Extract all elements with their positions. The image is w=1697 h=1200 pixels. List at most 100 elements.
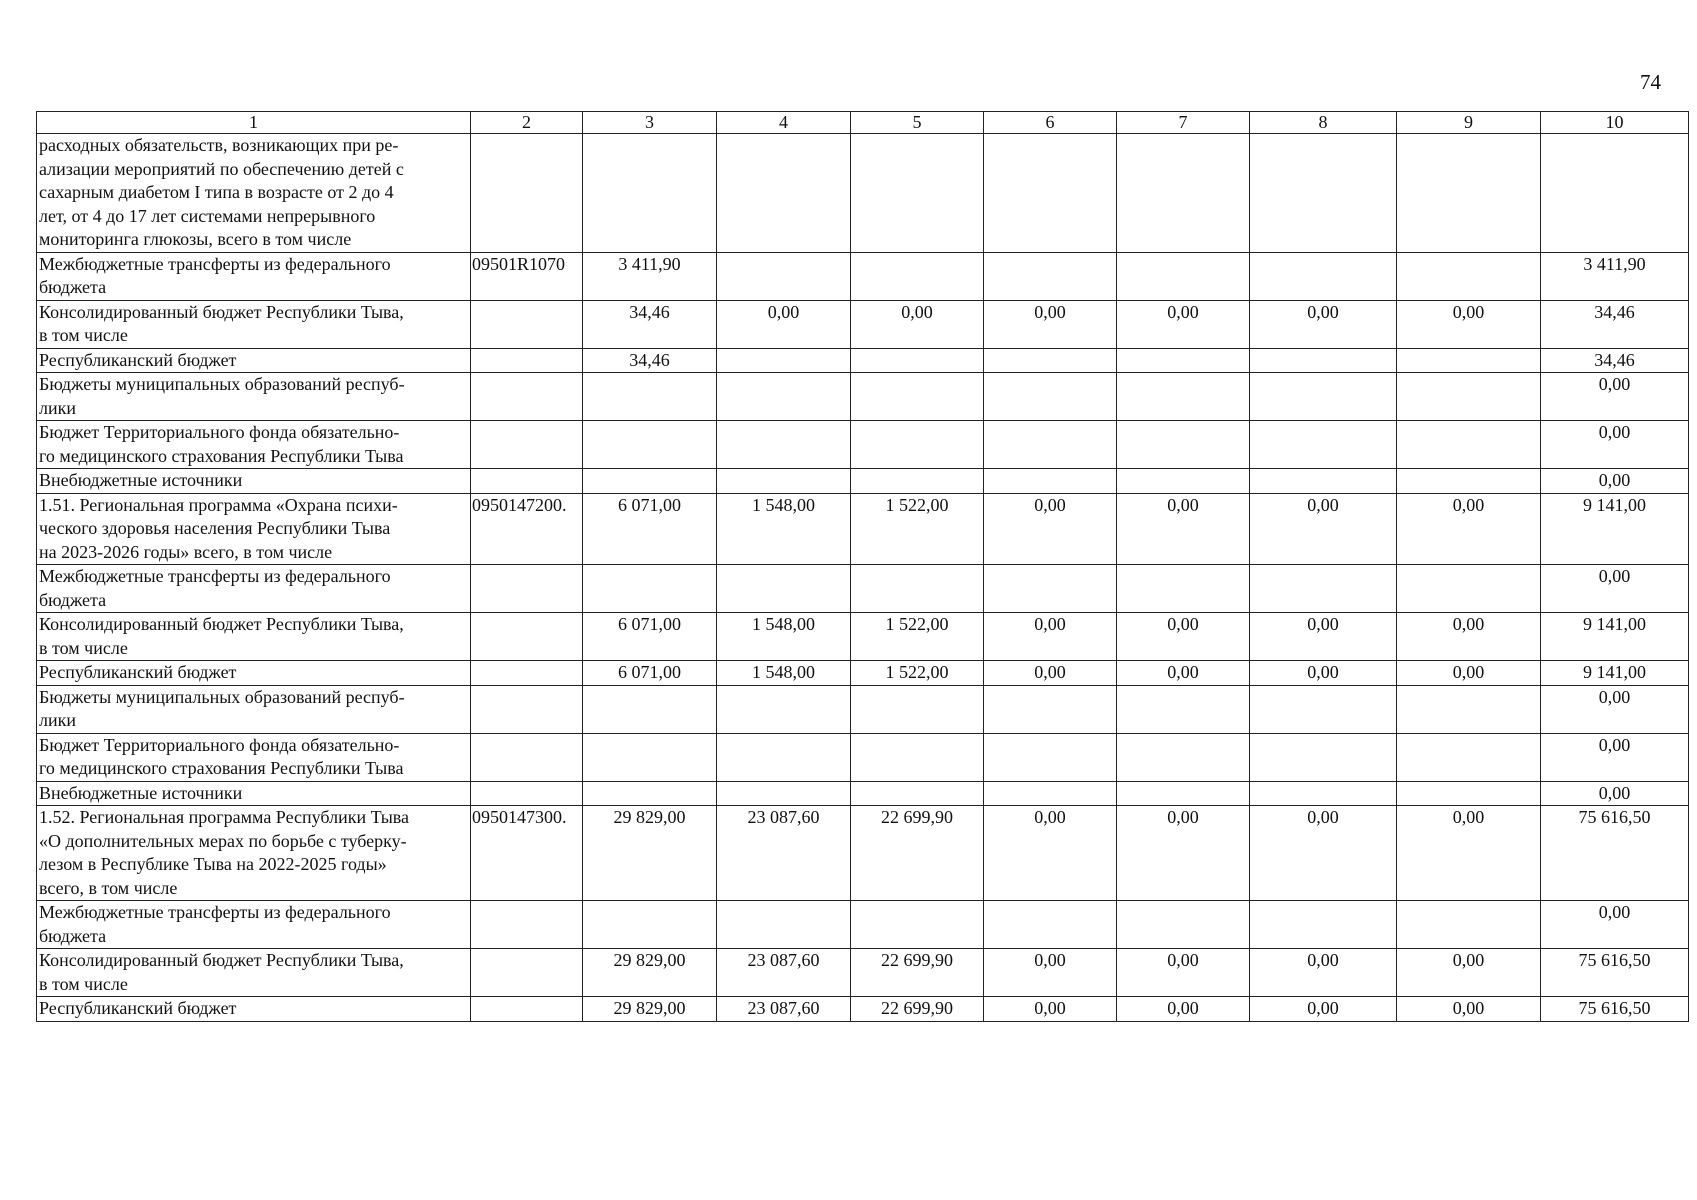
value-cell: [1116, 732, 1250, 782]
value-cell: 34,46: [1540, 347, 1689, 373]
value-cell: [850, 468, 984, 494]
value-cell: 6 071,00: [582, 660, 717, 686]
budget-code: [470, 684, 583, 734]
value-cell: [582, 133, 717, 253]
value-cell: [983, 564, 1117, 613]
value-cell: 0,00: [1540, 732, 1689, 782]
value-cell: [716, 468, 851, 494]
value-cell: 0,00: [1116, 805, 1250, 901]
value-cell: [582, 684, 717, 734]
value-cell: 1 522,00: [850, 660, 984, 686]
value-cell: [582, 372, 717, 421]
value-cell: [850, 780, 984, 806]
value-cell: [716, 684, 851, 734]
value-cell: 29 829,00: [582, 996, 717, 1022]
value-cell: 0,00: [1116, 996, 1250, 1022]
column-number: 1: [36, 111, 471, 134]
row-name: Консолидированный бюджет Республики Тыва…: [36, 612, 471, 661]
value-cell: [1116, 564, 1250, 613]
row-name: Межбюджетные трансферты из федерального …: [36, 900, 471, 949]
value-cell: [983, 251, 1117, 301]
value-cell: [1116, 900, 1250, 949]
value-cell: [716, 900, 851, 949]
table-row: Межбюджетные трансферты из федерального …: [36, 251, 1689, 301]
value-cell: 23 087,60: [716, 948, 851, 997]
value-cell: [850, 564, 984, 613]
row-name: Бюджет Территориального фонда обязательн…: [36, 420, 471, 469]
value-cell: 23 087,60: [716, 996, 851, 1022]
value-cell: 34,46: [582, 299, 717, 349]
table-row: Республиканский бюджет 34,46 34,46: [36, 347, 1689, 373]
value-cell: [1116, 133, 1250, 253]
value-cell: [582, 468, 717, 494]
row-name: Республиканский бюджет: [36, 996, 471, 1022]
value-cell: [1249, 420, 1397, 469]
value-cell: 0,00: [1249, 492, 1397, 565]
value-cell: [850, 372, 984, 421]
table-row: Бюджеты муниципальных образований респуб…: [36, 684, 1689, 734]
table-row: Республиканский бюджет 6 071,00 1 548,00 1 …: [36, 660, 1689, 686]
value-cell: [716, 420, 851, 469]
value-cell: 22 699,90: [850, 996, 984, 1022]
value-cell: [983, 133, 1117, 253]
value-cell: [716, 564, 851, 613]
value-cell: [983, 684, 1117, 734]
value-cell: [716, 372, 851, 421]
budget-code: [470, 564, 583, 613]
budget-code: [470, 347, 583, 373]
table-row: Межбюджетные трансферты из федерального …: [36, 900, 1689, 949]
column-number: 2: [470, 111, 583, 134]
row-name: Межбюджетные трансферты из федерального …: [36, 564, 471, 613]
value-cell: [716, 732, 851, 782]
value-cell: [1396, 900, 1541, 949]
value-cell: [1249, 372, 1397, 421]
table-row: Консолидированный бюджет Республики Тыва…: [36, 948, 1689, 997]
value-cell: [582, 732, 717, 782]
row-name: Внебюджетные источники: [36, 780, 471, 806]
value-cell: [1249, 468, 1397, 494]
row-name: Республиканский бюджет: [36, 660, 471, 686]
value-cell: 0,00: [1249, 996, 1397, 1022]
value-cell: 0,00: [1116, 492, 1250, 565]
row-name: Внебюджетные источники: [36, 468, 471, 494]
value-cell: [716, 347, 851, 373]
value-cell: 0,00: [983, 948, 1117, 997]
value-cell: 0,00: [983, 660, 1117, 686]
value-cell: 0,00: [1249, 948, 1397, 997]
column-number: 7: [1116, 111, 1250, 134]
value-cell: 29 829,00: [582, 805, 717, 901]
row-name: 1.51. Региональная программа «Охрана пси…: [36, 492, 471, 565]
value-cell: 0,00: [1396, 299, 1541, 349]
table-row: Бюджеты муниципальных образований респуб…: [36, 372, 1689, 421]
value-cell: 9 141,00: [1540, 492, 1689, 565]
value-cell: [983, 468, 1117, 494]
budget-code: [470, 372, 583, 421]
row-name: 1.52. Региональная программа Республики …: [36, 805, 471, 901]
value-cell: 23 087,60: [716, 805, 851, 901]
value-cell: [1249, 780, 1397, 806]
budget-code: [470, 900, 583, 949]
row-name: Бюджет Территориального фонда обязательн…: [36, 732, 471, 782]
budget-code: [470, 948, 583, 997]
value-cell: 9 141,00: [1540, 612, 1689, 661]
value-cell: [1116, 347, 1250, 373]
value-cell: [850, 732, 984, 782]
value-cell: [983, 900, 1117, 949]
row-name: расходных обязательств, возникающих при …: [36, 133, 471, 253]
value-cell: [582, 564, 717, 613]
page-number: 74: [1640, 70, 1661, 94]
value-cell: 75 616,50: [1540, 948, 1689, 997]
value-cell: 34,46: [582, 347, 717, 373]
value-cell: [1396, 780, 1541, 806]
value-cell: [1249, 133, 1397, 253]
value-cell: [850, 684, 984, 734]
value-cell: 0,00: [1116, 948, 1250, 997]
value-cell: 0,00: [983, 492, 1117, 565]
table-row: расходных обязательств, возникающих при …: [36, 133, 1689, 253]
value-cell: 0,00: [1116, 612, 1250, 661]
value-cell: [1396, 468, 1541, 494]
value-cell: 0,00: [1116, 299, 1250, 349]
value-cell: 3 411,90: [1540, 251, 1689, 301]
value-cell: [1396, 564, 1541, 613]
value-cell: 1 548,00: [716, 492, 851, 565]
